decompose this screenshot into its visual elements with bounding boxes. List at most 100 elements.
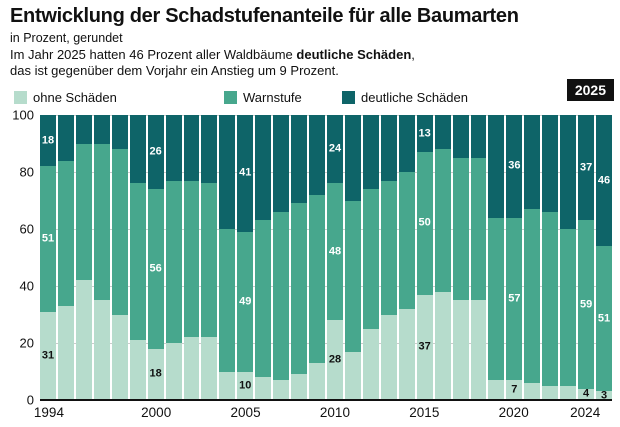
segment-deutliche-sch-den-2023: [560, 115, 577, 229]
description-line-2: das ist gegenüber dem Vorjahr ein Anstie…: [10, 62, 339, 78]
x-tick-2000: 2000: [141, 405, 172, 420]
bar-2005: 10 49 41: [237, 115, 254, 400]
segment-ohne-sch-den-2012: [362, 328, 379, 400]
segment-deutliche-sch-den-2015: 13: [416, 115, 433, 153]
segment-deutliche-sch-den-2020: 36: [506, 115, 523, 218]
bar-2011: [344, 115, 361, 400]
y-tick-100: 100: [12, 107, 34, 123]
segment-deutliche-sch-den-2002: [183, 115, 200, 181]
y-tick-40: 40: [19, 278, 34, 294]
segment-deutliche-sch-den-2007: [273, 115, 290, 212]
legend-label: deutliche Schäden: [361, 90, 468, 105]
segment-warnstufe-1995: [57, 160, 74, 306]
segment-ohne-sch-den-1994: 31: [40, 311, 56, 400]
segment-warnstufe-2019: [488, 217, 505, 381]
value-label-ohne-sch-den-2010: 28: [328, 353, 342, 366]
segment-warnstufe-2010: 48: [327, 183, 343, 321]
segment-warnstufe-2024: 59: [578, 220, 595, 389]
segment-ohne-sch-den-2023: [560, 385, 577, 400]
bar-1995: [57, 115, 74, 400]
value-label-deutliche-sch-den-2024: 37: [579, 161, 593, 174]
legend-swatch-warnstufe: [224, 91, 237, 104]
segment-ohne-sch-den-2003: [201, 337, 218, 400]
segment-warnstufe-2017: [452, 157, 469, 301]
y-tick-0: 0: [26, 392, 34, 408]
segment-ohne-sch-den-2010: 28: [327, 320, 343, 400]
segment-ohne-sch-den-2017: [452, 300, 469, 400]
segment-deutliche-sch-den-2014: [398, 115, 415, 173]
value-label-warnstufe-2000: 56: [149, 262, 162, 275]
segment-deutliche-sch-den-1995: [57, 115, 74, 161]
bar-2014: [398, 115, 415, 400]
value-label-warnstufe-2015: 50: [418, 216, 431, 229]
segment-ohne-sch-den-1997: [93, 300, 110, 400]
x-tick-2015: 2015: [409, 405, 440, 420]
segment-deutliche-sch-den-1994: 18: [40, 115, 56, 167]
bar-2010: 28 48 24: [327, 115, 343, 400]
segment-deutliche-sch-den-2006: [255, 115, 272, 221]
segment-warnstufe-2022: [542, 211, 559, 386]
segment-deutliche-sch-den-2019: [488, 115, 505, 218]
legend-label: Warnstufe: [243, 90, 302, 105]
segment-warnstufe-2009: [309, 194, 325, 363]
value-label-warnstufe-2025: 51: [597, 312, 611, 325]
legend-swatch-ohne-schaeden: [14, 91, 27, 104]
chart-subtitle: in Prozent, gerundet: [10, 31, 123, 45]
segment-ohne-sch-den-2008: [291, 374, 308, 400]
bar-2008: [291, 115, 308, 400]
segment-deutliche-sch-den-2010: 24: [327, 115, 343, 184]
value-label-ohne-sch-den-2025: 3: [600, 389, 608, 402]
bar-2015: 37 50 13: [416, 115, 433, 400]
x-tick-2010: 2010: [319, 405, 350, 420]
value-label-deutliche-sch-den-2025: 46: [597, 174, 611, 187]
bar-2000: 18 56 26: [147, 115, 164, 400]
legend-swatch-deutliche-schaeden: [342, 91, 355, 104]
segment-deutliche-sch-den-2021: [524, 115, 541, 210]
segment-ohne-sch-den-2000: 18: [147, 348, 164, 400]
segment-deutliche-sch-den-2003: [201, 115, 218, 184]
segment-warnstufe-1998: [111, 149, 128, 315]
y-tick-60: 60: [19, 221, 34, 237]
legend: ohne Schäden Warnstufe deutliche Schäden: [0, 90, 620, 105]
bar-2019: [488, 115, 505, 400]
x-tick-2024: 2024: [570, 405, 601, 420]
segment-warnstufe-2001: [165, 180, 182, 343]
bar-2016: [434, 115, 451, 400]
gridline-40: [40, 286, 612, 287]
segment-warnstufe-2021: [524, 209, 541, 383]
segment-deutliche-sch-den-2024: 37: [578, 115, 595, 221]
segment-ohne-sch-den-2020: 7: [506, 380, 523, 400]
segment-warnstufe-1997: [93, 143, 110, 301]
chart-title: Entwicklung der Schadstufenanteile für a…: [10, 5, 519, 27]
value-label-ohne-sch-den-1994: 31: [41, 349, 55, 362]
segment-deutliche-sch-den-2005: 41: [237, 115, 254, 232]
bar-2002: [183, 115, 200, 400]
gridline-60: [40, 229, 612, 230]
segment-ohne-sch-den-1996: [75, 280, 92, 400]
bar-1994: 31 51 18: [40, 115, 56, 400]
segment-deutliche-sch-den-2016: [434, 115, 451, 150]
segment-deutliche-sch-den-2012: [362, 115, 379, 190]
bar-2021: [524, 115, 541, 400]
value-label-warnstufe-2024: 59: [579, 298, 593, 311]
segment-warnstufe-2000: 56: [147, 189, 164, 349]
segment-deutliche-sch-den-2011: [344, 115, 361, 201]
value-label-ohne-sch-den-2000: 18: [149, 367, 162, 380]
gridline-20: [40, 343, 612, 344]
plot-area: 31 51 18 18 56 26 10 49 41 28 48 24 37 50 13 7 57 36 4 59 37…: [40, 115, 612, 402]
bar-2024: 4 59 37: [578, 115, 595, 400]
bar-2013: [380, 115, 397, 400]
description-line-1: Im Jahr 2025 hatten 46 Prozent aller Wal…: [10, 47, 415, 62]
bar-2004: [219, 115, 236, 400]
segment-ohne-sch-den-2013: [380, 314, 397, 400]
segment-ohne-sch-den-1999: [129, 340, 146, 400]
segment-warnstufe-2005: 49: [237, 231, 254, 372]
segment-warnstufe-2020: 57: [506, 217, 523, 381]
segment-ohne-sch-den-2006: [255, 377, 272, 400]
segment-ohne-sch-den-2019: [488, 380, 505, 400]
segment-ohne-sch-den-2002: [183, 337, 200, 400]
segment-warnstufe-2025: 51: [596, 246, 612, 392]
bar-2020: 7 57 36: [506, 115, 523, 400]
segment-warnstufe-2007: [273, 211, 290, 381]
